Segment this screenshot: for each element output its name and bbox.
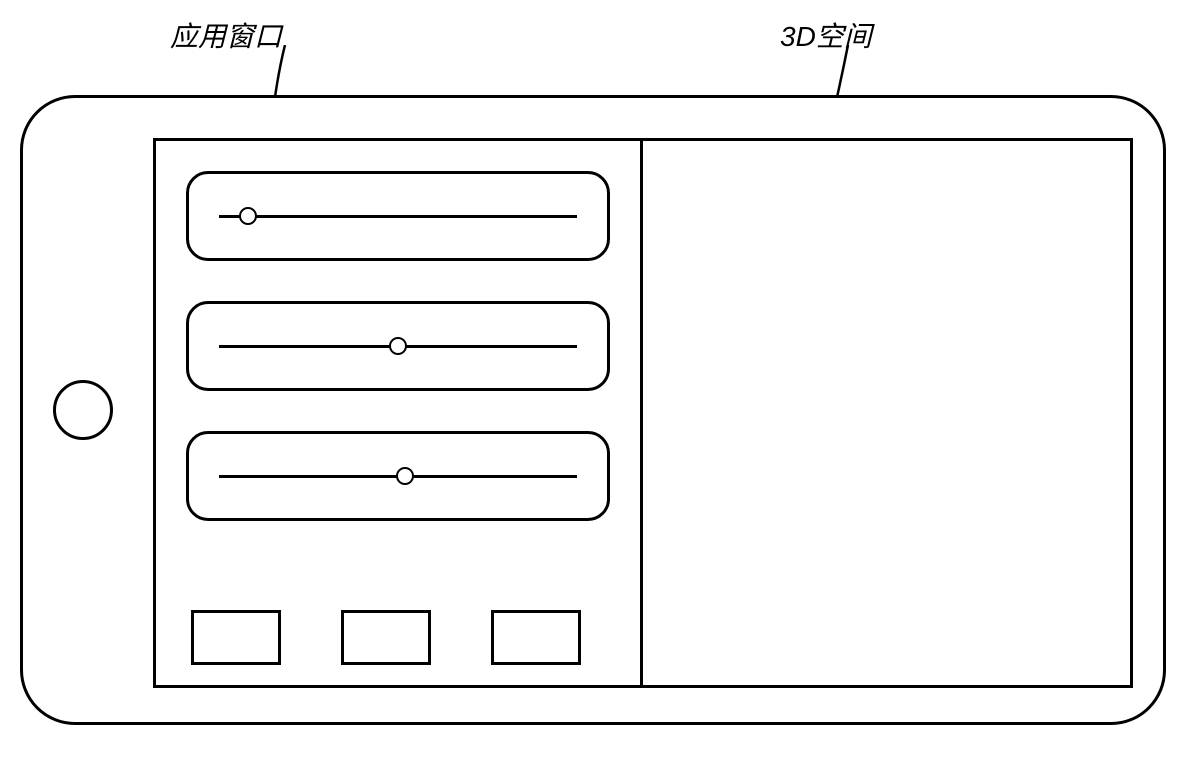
home-button[interactable] bbox=[53, 380, 113, 440]
bottom-box-1[interactable] bbox=[191, 610, 281, 665]
bottom-boxes-row bbox=[186, 610, 610, 665]
device-body bbox=[20, 95, 1166, 725]
slider-1[interactable] bbox=[186, 171, 610, 261]
3d-space-panel[interactable] bbox=[643, 141, 1130, 685]
label-app-window-text: 应用窗口 bbox=[170, 15, 282, 55]
slider-1-handle[interactable] bbox=[239, 207, 257, 225]
label-app-window: 应用窗口 bbox=[170, 15, 282, 55]
slider-2[interactable] bbox=[186, 301, 610, 391]
slider-3-handle[interactable] bbox=[396, 467, 414, 485]
bottom-box-2[interactable] bbox=[341, 610, 431, 665]
screen-area bbox=[153, 138, 1133, 688]
bottom-box-3[interactable] bbox=[491, 610, 581, 665]
slider-2-handle[interactable] bbox=[389, 337, 407, 355]
slider-3-track bbox=[219, 475, 577, 478]
slider-3[interactable] bbox=[186, 431, 610, 521]
sliders-area bbox=[186, 171, 610, 521]
slider-2-track bbox=[219, 345, 577, 348]
slider-1-track bbox=[219, 215, 577, 218]
app-window-panel bbox=[156, 141, 643, 685]
